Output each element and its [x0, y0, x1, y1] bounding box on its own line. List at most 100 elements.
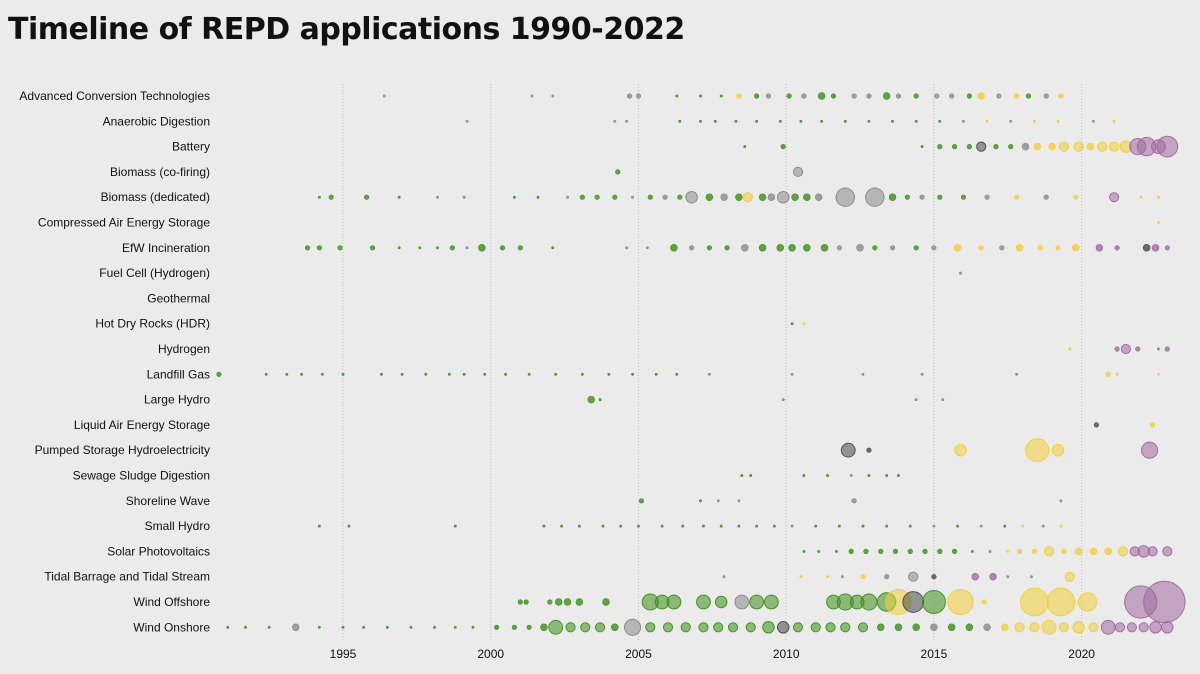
data-point: [699, 499, 702, 503]
data-point: [433, 625, 437, 629]
data-point: [867, 119, 871, 123]
data-point: [799, 575, 803, 579]
row-label: Anaerobic Digestion: [103, 114, 210, 128]
data-point: [919, 194, 925, 200]
data-point: [465, 246, 469, 250]
data-point: [645, 246, 649, 250]
data-point: [884, 574, 890, 580]
data-point: [1089, 547, 1098, 556]
data-point: [615, 169, 621, 175]
data-point: [1056, 119, 1060, 123]
data-point: [959, 271, 962, 275]
data-point: [1149, 422, 1156, 428]
data-point: [947, 623, 956, 632]
data-point: [1048, 142, 1056, 151]
data-point: [931, 574, 937, 580]
data-point: [714, 595, 728, 609]
data-point: [1164, 245, 1170, 251]
data-point: [453, 625, 457, 629]
data-point: [499, 245, 506, 251]
data-point: [675, 372, 679, 376]
data-point: [1093, 422, 1100, 428]
data-point: [1077, 592, 1098, 612]
data-point: [758, 244, 767, 252]
data-point: [817, 549, 821, 553]
data-point: [749, 474, 753, 477]
data-point: [504, 372, 507, 376]
data-point: [436, 246, 439, 250]
data-point: [1029, 575, 1033, 579]
data-point: [563, 598, 572, 606]
data-point: [1061, 548, 1067, 555]
data-point: [304, 245, 311, 251]
row-label: Pumped Storage Hydroelectricity: [35, 443, 210, 457]
data-point: [699, 94, 702, 98]
data-point: [517, 599, 523, 605]
data-point: [1006, 549, 1010, 553]
data-point: [820, 119, 824, 123]
data-point: [436, 195, 439, 199]
chart-title: Timeline of REPD applications 1990-2022: [8, 12, 685, 47]
data-point: [914, 398, 918, 402]
data-point: [1037, 245, 1043, 251]
data-point: [920, 145, 924, 149]
row-label: Geothermal: [147, 291, 210, 305]
data-point: [1097, 141, 1108, 152]
data-points: [216, 92, 1186, 636]
x-tick-label: 1995: [330, 647, 357, 661]
data-point: [1114, 245, 1120, 251]
data-point: [904, 194, 910, 200]
data-point: [931, 245, 937, 251]
data-point: [1001, 623, 1009, 632]
data-point: [719, 524, 723, 528]
data-point: [843, 119, 847, 123]
data-point: [764, 594, 779, 610]
data-point: [860, 574, 866, 580]
data-point: [996, 93, 1002, 99]
data-point: [734, 594, 750, 610]
data-point: [1016, 548, 1023, 555]
data-point: [985, 119, 989, 123]
data-point: [337, 245, 343, 251]
data-point: [790, 524, 794, 528]
data-point: [385, 625, 389, 629]
data-point: [1072, 621, 1085, 634]
data-point: [836, 245, 842, 251]
data-point: [619, 524, 623, 528]
data-point: [913, 93, 919, 99]
x-axis-ticks: 1995 2000 2005 2010 2015 2020: [330, 647, 1096, 661]
data-point: [611, 623, 619, 632]
data-point: [379, 372, 383, 376]
data-point: [1044, 546, 1055, 557]
data-point: [291, 623, 300, 632]
data-point: [560, 524, 564, 528]
data-point: [754, 93, 760, 99]
data-point: [1046, 587, 1076, 617]
data-point: [799, 119, 803, 123]
data-point: [1021, 524, 1024, 528]
data-point: [465, 119, 469, 123]
data-point: [680, 622, 691, 633]
data-point: [719, 94, 723, 98]
data-point: [662, 194, 668, 200]
data-point: [548, 619, 564, 635]
data-point: [960, 194, 967, 200]
data-point: [856, 244, 864, 252]
data-point: [762, 621, 775, 634]
data-point: [803, 193, 811, 201]
data-point: [551, 246, 555, 250]
data-point: [791, 193, 799, 201]
data-point: [613, 119, 617, 123]
data-point: [449, 245, 455, 251]
data-point: [908, 571, 919, 582]
data-point: [264, 372, 268, 376]
data-point: [1032, 119, 1036, 123]
data-point: [743, 145, 747, 149]
data-point: [662, 622, 674, 633]
data-point: [814, 524, 818, 528]
data-point: [866, 447, 872, 453]
data-point: [984, 194, 990, 200]
data-point: [598, 398, 602, 402]
data-point: [400, 372, 404, 376]
data-point: [885, 524, 889, 528]
